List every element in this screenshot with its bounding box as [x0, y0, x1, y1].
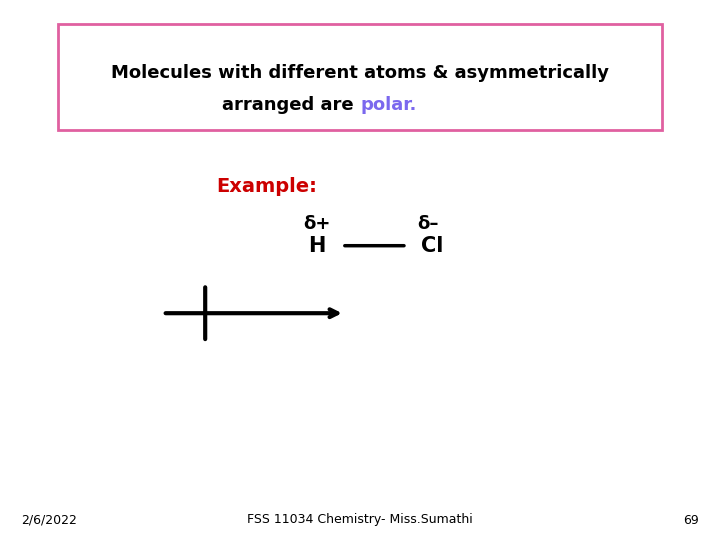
Text: FSS 11034 Chemistry- Miss.Sumathi: FSS 11034 Chemistry- Miss.Sumathi — [247, 514, 473, 526]
Text: arranged are: arranged are — [222, 96, 360, 114]
Text: H: H — [308, 235, 325, 256]
Text: Cl: Cl — [420, 235, 444, 256]
FancyBboxPatch shape — [58, 24, 662, 130]
Text: 2/6/2022: 2/6/2022 — [22, 514, 78, 526]
Text: polar.: polar. — [360, 96, 416, 114]
Text: δ+: δ+ — [303, 215, 330, 233]
Text: 69: 69 — [683, 514, 698, 526]
Text: δ–: δ– — [418, 215, 439, 233]
Text: Example:: Example: — [216, 177, 317, 196]
Text: Molecules with different atoms & asymmetrically: Molecules with different atoms & asymmet… — [111, 64, 609, 82]
